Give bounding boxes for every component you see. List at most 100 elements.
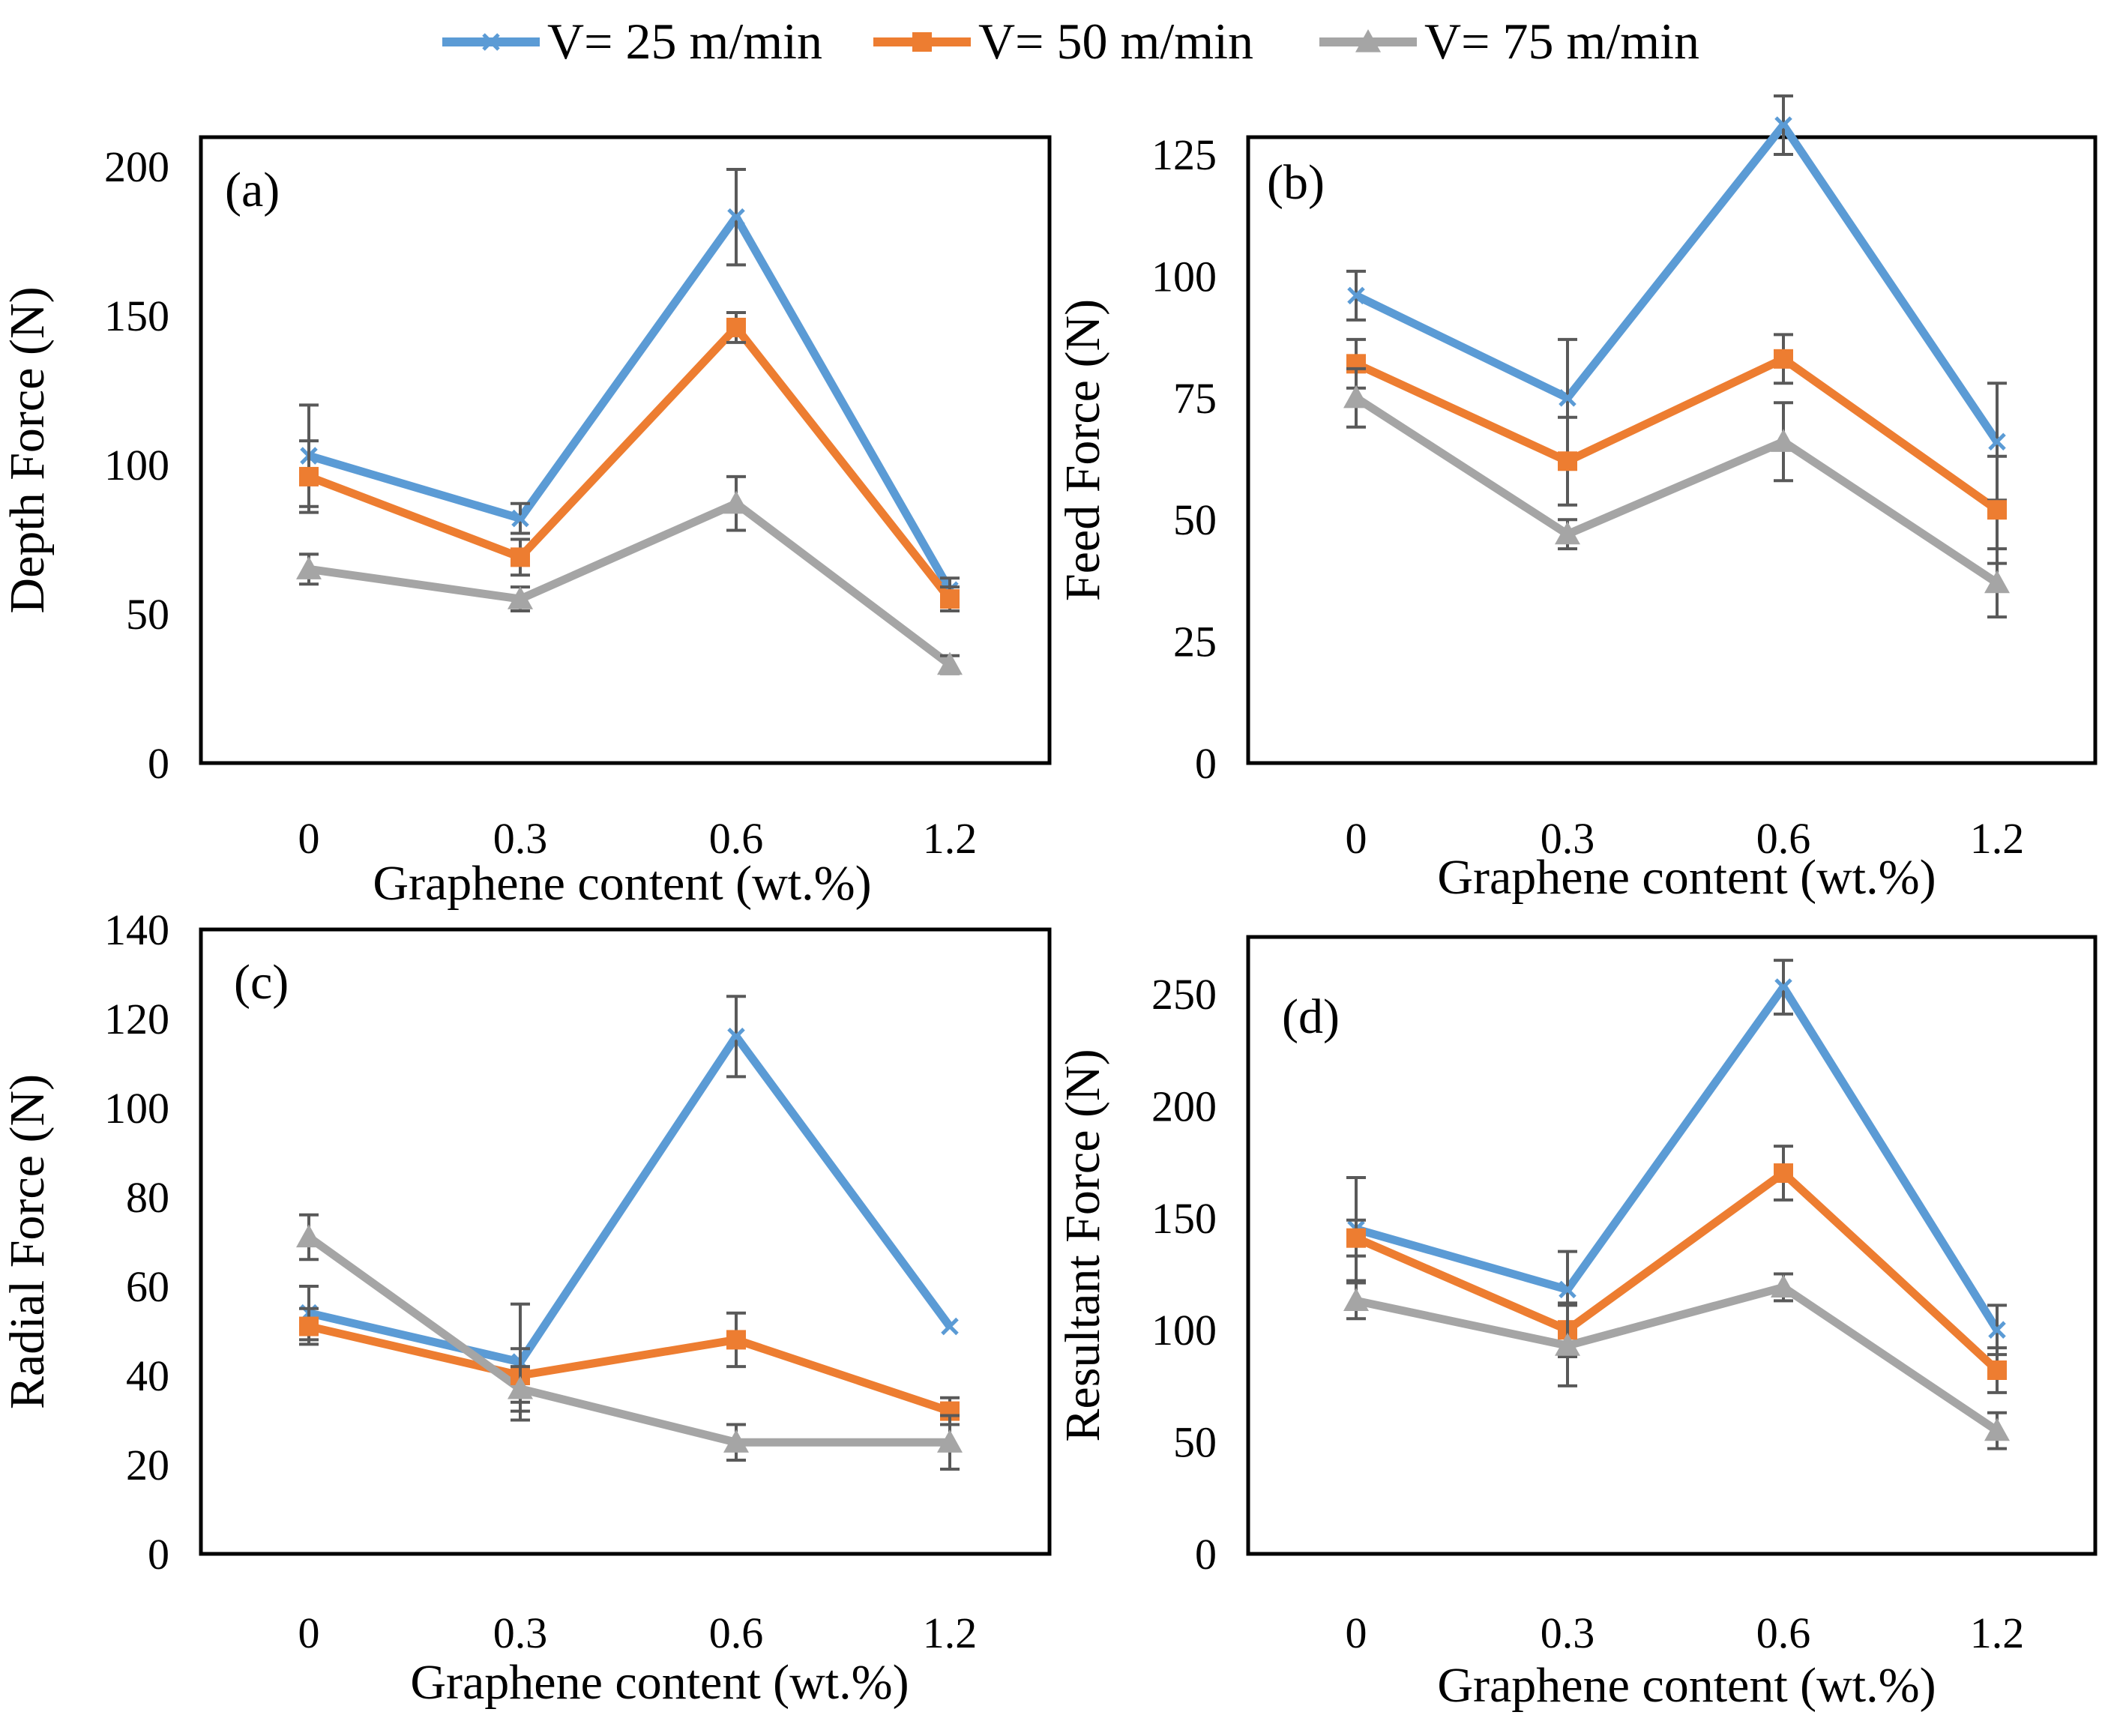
y-tick-label: 80	[126, 1173, 169, 1222]
series-line	[1354, 355, 2000, 513]
x-tick-label: 0.3	[493, 1609, 548, 1657]
y-tick-label: 200	[1151, 1082, 1217, 1130]
data-point	[1774, 1163, 1793, 1184]
x-tick-label: 0.3	[1541, 814, 1595, 863]
data-point	[941, 1317, 959, 1336]
data-point	[1555, 521, 1580, 545]
data-point	[1559, 389, 1577, 407]
y-tick-label: 140	[104, 905, 169, 954]
data-point	[1987, 1360, 2007, 1380]
x-tick-label: 0.6	[709, 814, 764, 863]
data-point	[726, 1330, 746, 1350]
plot-frame	[199, 927, 1052, 1556]
series-line	[306, 1234, 950, 1447]
data-point	[1558, 451, 1577, 471]
series-line	[307, 323, 954, 602]
y-tick-label: 125	[1151, 130, 1217, 179]
y-tick-label: 50	[126, 590, 169, 639]
data-point	[723, 1429, 749, 1453]
y-tick-label: 0	[148, 1530, 169, 1579]
data-point	[1343, 385, 1369, 409]
y-tick-label: 0	[1195, 739, 1217, 788]
x-tick-label: 0.6	[709, 1609, 764, 1657]
series-line	[1354, 121, 2001, 444]
y-tick-label: 250	[1151, 970, 1217, 1019]
data-point	[1988, 1321, 2006, 1339]
x-tick-label: 1.2	[923, 1609, 978, 1657]
y-tick-label: 200	[104, 142, 169, 191]
data-point	[1984, 570, 2010, 594]
x-tick-label: 0	[298, 1609, 320, 1657]
chart-panel-d: (d) 0 50 100 150 200 250 0 0.3 0.6 1.2 Resultant Fo…	[1056, 935, 2098, 1713]
y-axis-label: Feed Force (N)	[1056, 299, 1110, 601]
data-point	[940, 589, 960, 609]
data-point	[727, 1028, 745, 1046]
legend-entry: V= 25 m/min	[442, 13, 822, 70]
data-point	[723, 490, 749, 514]
y-tick-label: 100	[1151, 252, 1217, 301]
data-point	[1987, 500, 2007, 520]
series-line	[1355, 983, 2001, 1333]
y-tick-label: 100	[1151, 1306, 1217, 1354]
series-line	[307, 1032, 954, 1366]
data-point	[937, 1429, 963, 1453]
x-tick-label: 1.2	[1970, 1609, 2025, 1657]
y-tick-label: 25	[1173, 618, 1217, 666]
data-point	[1347, 286, 1365, 305]
chart-panel-b: (b) 0 25 50 75 100 125 0 0.3 0.6 1.2 Feed Force (N)…	[1056, 94, 2098, 905]
y-tick-label: 150	[104, 292, 169, 340]
x-tick-label: 0	[298, 814, 320, 863]
series-line	[1354, 1169, 2000, 1374]
data-point	[511, 509, 529, 528]
data-point	[1771, 1274, 1796, 1298]
x-tick-label: 0.3	[1541, 1609, 1595, 1657]
y-tick-label: 150	[1151, 1194, 1217, 1243]
series-line	[1355, 1283, 2000, 1435]
data-point	[1559, 1280, 1577, 1299]
data-point	[1346, 1228, 1366, 1248]
series-line	[1354, 394, 2000, 587]
panel-label: (d)	[1282, 989, 1340, 1044]
data-point	[1555, 1333, 1580, 1356]
y-axis-label: Resultant Force (N)	[1056, 1049, 1110, 1441]
y-tick-label: 120	[104, 995, 169, 1043]
y-tick-label: 50	[1173, 1418, 1217, 1467]
panel-label: (a)	[225, 163, 280, 217]
x-tick-label: 0.3	[493, 814, 548, 863]
y-tick-label: 0	[1195, 1530, 1217, 1579]
data-point	[1771, 429, 1796, 452]
data-point	[508, 586, 533, 609]
x-tick-label: 0.6	[1756, 814, 1811, 863]
data-point	[1343, 1288, 1369, 1311]
data-point	[299, 1316, 319, 1336]
chart-panel-a: (a) 0 50 100 150 200 0 0.3 0.6 1.2 Depth Force (N)…	[0, 135, 1052, 911]
legend: V= 25 m/min V= 50 m/min V= 75 m/min	[442, 13, 1699, 70]
data-point	[1988, 433, 2006, 451]
panel-label: (c)	[234, 955, 289, 1010]
x-tick-label: 1.2	[923, 814, 978, 863]
legend-marker	[482, 33, 500, 51]
data-point	[508, 1375, 533, 1399]
data-point	[937, 651, 963, 675]
legend-entry: V= 75 m/min	[1319, 13, 1699, 70]
x-axis-label: Graphene content (wt.%)	[410, 1655, 909, 1710]
y-tick-label: 0	[148, 739, 169, 788]
x-axis-label: Graphene content (wt.%)	[1437, 850, 1936, 905]
legend-label: V= 25 m/min	[547, 13, 822, 70]
plot-frame	[1246, 135, 2098, 765]
plot-frame	[1246, 935, 2098, 1556]
y-tick-label: 60	[126, 1262, 169, 1311]
y-tick-label: 100	[104, 441, 169, 489]
legend-marker	[912, 32, 932, 52]
y-axis-label: Radial Force (N)	[0, 1074, 55, 1409]
plot-frame	[199, 135, 1052, 765]
y-tick-label: 75	[1173, 374, 1217, 423]
legend-entry: V= 50 m/min	[873, 13, 1253, 70]
data-point	[727, 208, 745, 226]
series-line	[307, 213, 954, 592]
series-line	[307, 1322, 951, 1415]
legend-marker	[1355, 29, 1381, 52]
x-tick-label: 1.2	[1970, 814, 2025, 863]
data-point	[1774, 349, 1793, 369]
